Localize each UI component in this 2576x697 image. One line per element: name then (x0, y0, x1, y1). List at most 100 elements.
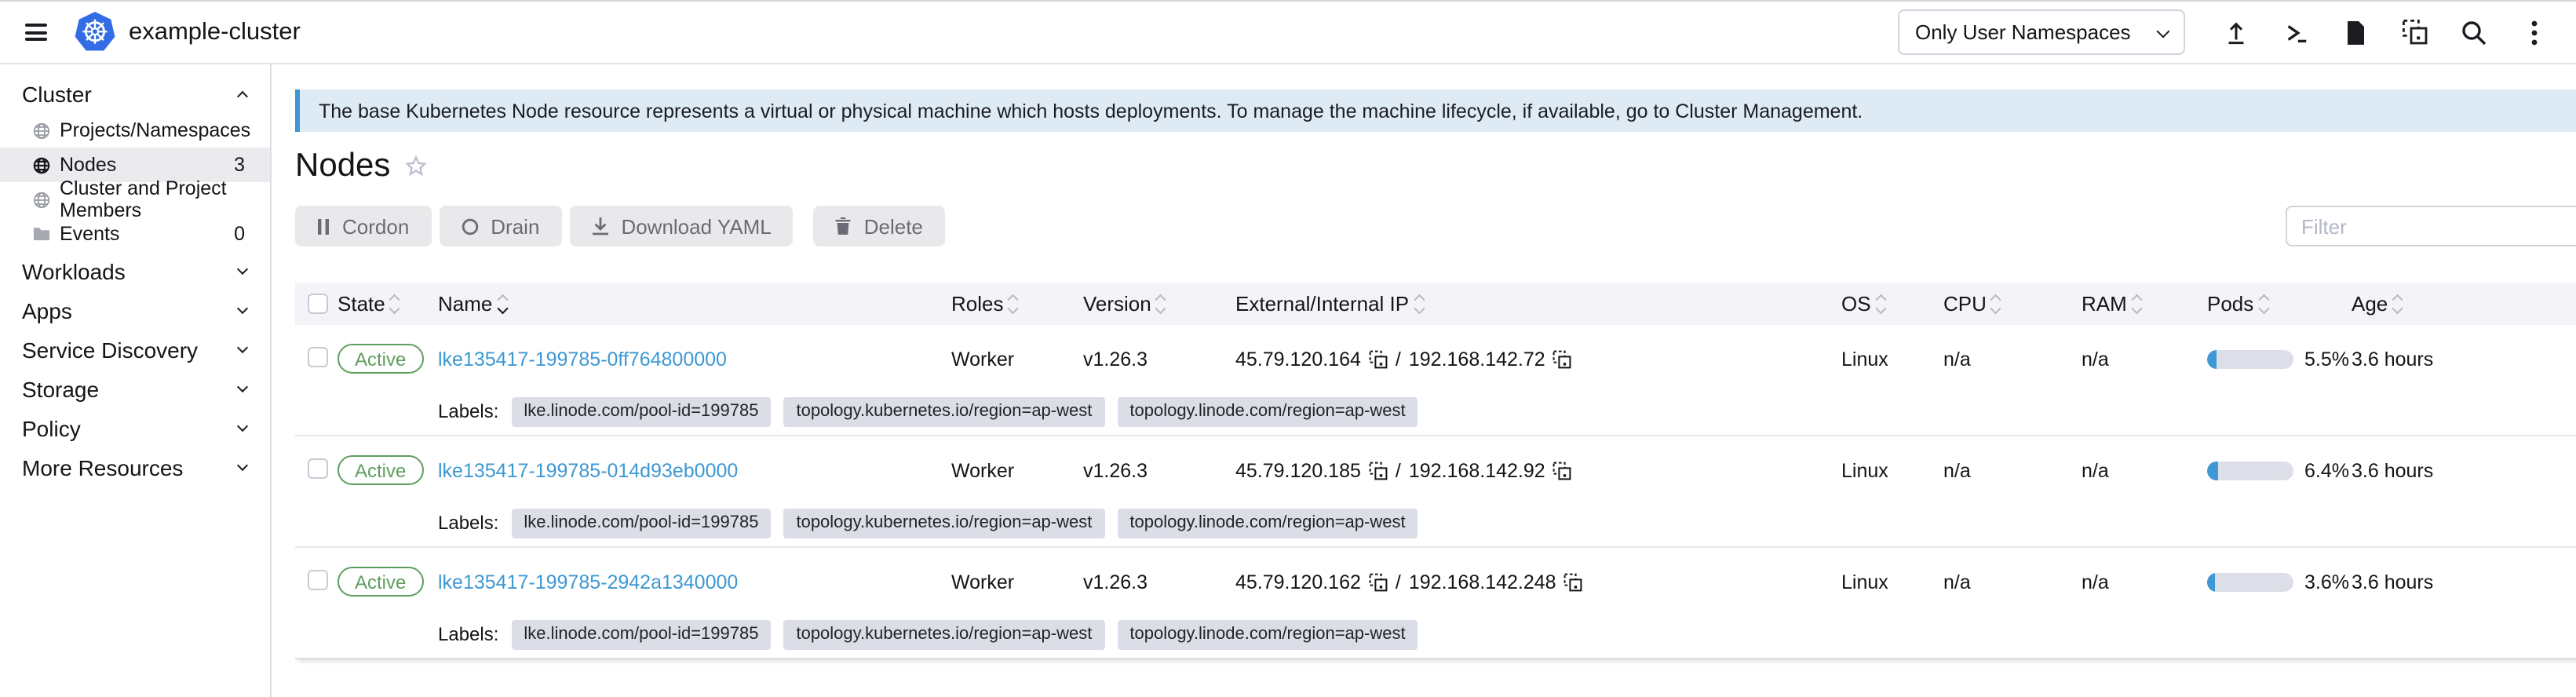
sidebar-group-apps[interactable]: Apps (0, 290, 270, 330)
sort-icon (389, 294, 400, 313)
page-title: Nodes (295, 147, 391, 183)
row-checkbox[interactable] (308, 346, 328, 367)
pods-progress-bar (2207, 572, 2293, 591)
node-name-link[interactable]: lke135417-199785-2942a1340000 (438, 571, 739, 593)
copy-icon[interactable] (1369, 349, 1388, 368)
sidebar-item-nodes[interactable]: Nodes 3 (0, 148, 270, 182)
column-header-version[interactable]: Version (1083, 292, 1235, 316)
sidebar-group-label: Service Discovery (22, 337, 199, 362)
labels-title: Labels: (438, 623, 499, 645)
import-yaml-icon[interactable] (2221, 18, 2249, 46)
sidebar-group-more-resources[interactable]: More Resources (0, 447, 270, 487)
sort-icon (2258, 294, 2269, 313)
node-name-link[interactable]: lke135417-199785-014d93eb0000 (438, 459, 739, 481)
copy-kubeconfig-icon[interactable] (2400, 18, 2428, 46)
column-header-os[interactable]: OS (1841, 292, 1943, 316)
globe-icon (33, 122, 50, 139)
node-name-link[interactable]: lke135417-199785-0ff764800000 (438, 348, 727, 370)
column-header-external-internal-ip[interactable]: External/Internal IP (1235, 292, 1841, 316)
download-yaml-label: Download YAML (621, 214, 772, 238)
cordon-button[interactable]: Cordon (295, 206, 432, 246)
pods-progress-bar (2207, 461, 2293, 480)
table-header-row: State Name Roles Version (295, 283, 2576, 325)
pods-cell: 6.4% (2207, 459, 2352, 481)
cpu-cell: n/a (1943, 348, 1971, 370)
sidebar-item-cluster-project-members[interactable]: Cluster and Project Members (0, 177, 270, 221)
external-ip: 45.79.120.162 (1235, 571, 1361, 593)
sidebar-item-label: Cluster and Project Members (60, 177, 227, 221)
column-header-age[interactable]: Age (2352, 292, 2576, 316)
pause-icon (317, 217, 330, 235)
namespace-filter-dropdown[interactable]: Only User Namespaces (1898, 9, 2185, 55)
sidebar-group-policy[interactable]: Policy (0, 408, 270, 447)
delete-label: Delete (863, 214, 923, 238)
label-badge: topology.linode.com/region=ap-west (1117, 508, 1418, 538)
ip-cell: 45.79.120.162 / 192.168.142.248 (1235, 571, 1841, 593)
copy-icon[interactable] (1369, 461, 1388, 480)
column-header-pods[interactable]: Pods (2207, 292, 2352, 316)
kebab-menu-icon[interactable] (2519, 18, 2548, 46)
download-kubeconfig-icon[interactable] (2341, 18, 2369, 46)
download-yaml-button[interactable]: Download YAML (569, 206, 794, 246)
sidebar-group-storage[interactable]: Storage (0, 369, 270, 408)
sidebar-item-label: Nodes (60, 154, 117, 176)
actions-toolbar: Cordon Drain Download YAML (295, 206, 2576, 246)
sidebar-group-cluster[interactable]: Cluster (0, 75, 270, 113)
circle-icon (461, 217, 478, 235)
chevron-down-icon (236, 381, 249, 393)
ram-cell: n/a (2082, 571, 2109, 593)
pods-percent: 6.4% (2304, 459, 2349, 481)
favorite-star-icon[interactable] (404, 155, 427, 177)
sidebar-group-service-discovery[interactable]: Service Discovery (0, 330, 270, 369)
ip-cell: 45.79.120.185 / 192.168.142.92 (1235, 459, 1841, 481)
os-cell: Linux (1841, 348, 1888, 370)
kubectl-shell-icon[interactable] (2281, 18, 2309, 46)
version-cell: v1.26.3 (1083, 459, 1148, 481)
sort-icon (2392, 294, 2403, 313)
filter-input[interactable] (2286, 206, 2576, 246)
version-cell: v1.26.3 (1083, 571, 1148, 593)
column-header-ram[interactable]: RAM (2082, 292, 2207, 316)
age-cell: 3.6 hours (2352, 459, 2434, 481)
row-checkbox[interactable] (308, 458, 328, 478)
roles-cell: Worker (951, 459, 1015, 481)
sort-icon (1008, 294, 1019, 313)
drain-button[interactable]: Drain (439, 206, 562, 246)
roles-cell: Worker (951, 348, 1015, 370)
hamburger-menu-icon[interactable] (25, 24, 47, 41)
delete-button[interactable]: Delete (813, 206, 945, 246)
sort-icon (1991, 294, 2001, 313)
label-badge: topology.kubernetes.io/region=ap-west (783, 396, 1105, 426)
main-content: The base Kubernetes Node resource repres… (272, 64, 2576, 697)
label-badge: topology.linode.com/region=ap-west (1117, 396, 1418, 426)
label-badge: topology.linode.com/region=ap-west (1117, 619, 1418, 649)
sidebar-group-label: Storage (22, 376, 100, 401)
column-header-state[interactable]: State (338, 292, 438, 316)
sidebar-group-label: Cluster (22, 82, 92, 107)
cpu-cell: n/a (1943, 571, 1971, 593)
sidebar-item-label: Projects/Namespaces (60, 119, 251, 141)
copy-icon[interactable] (1553, 461, 1572, 480)
sidebar-item-projects-namespaces[interactable]: Projects/Namespaces (0, 113, 270, 148)
column-header-roles[interactable]: Roles (951, 292, 1083, 316)
row-checkbox[interactable] (308, 569, 328, 589)
column-header-cpu[interactable]: CPU (1943, 292, 2082, 316)
sidebar-item-events[interactable]: Events 0 (0, 217, 270, 251)
cluster-title: example-cluster (129, 18, 301, 45)
copy-icon[interactable] (1553, 349, 1572, 368)
chevron-down-icon (236, 263, 249, 276)
select-all-checkbox[interactable] (308, 294, 328, 314)
copy-icon[interactable] (1369, 572, 1388, 591)
search-icon[interactable] (2460, 18, 2488, 46)
sidebar-group-workloads[interactable]: Workloads (0, 251, 270, 290)
column-header-name[interactable]: Name (438, 292, 951, 316)
pods-progress-bar (2207, 349, 2293, 368)
globe-icon (33, 191, 50, 208)
copy-icon[interactable] (1564, 572, 1583, 591)
sidebar-nav: Cluster Projects/Namespaces Nodes (0, 64, 272, 697)
ram-cell: n/a (2082, 459, 2109, 481)
os-cell: Linux (1841, 459, 1888, 481)
age-cell: 3.6 hours (2352, 571, 2434, 593)
status-badge: Active (338, 455, 424, 485)
